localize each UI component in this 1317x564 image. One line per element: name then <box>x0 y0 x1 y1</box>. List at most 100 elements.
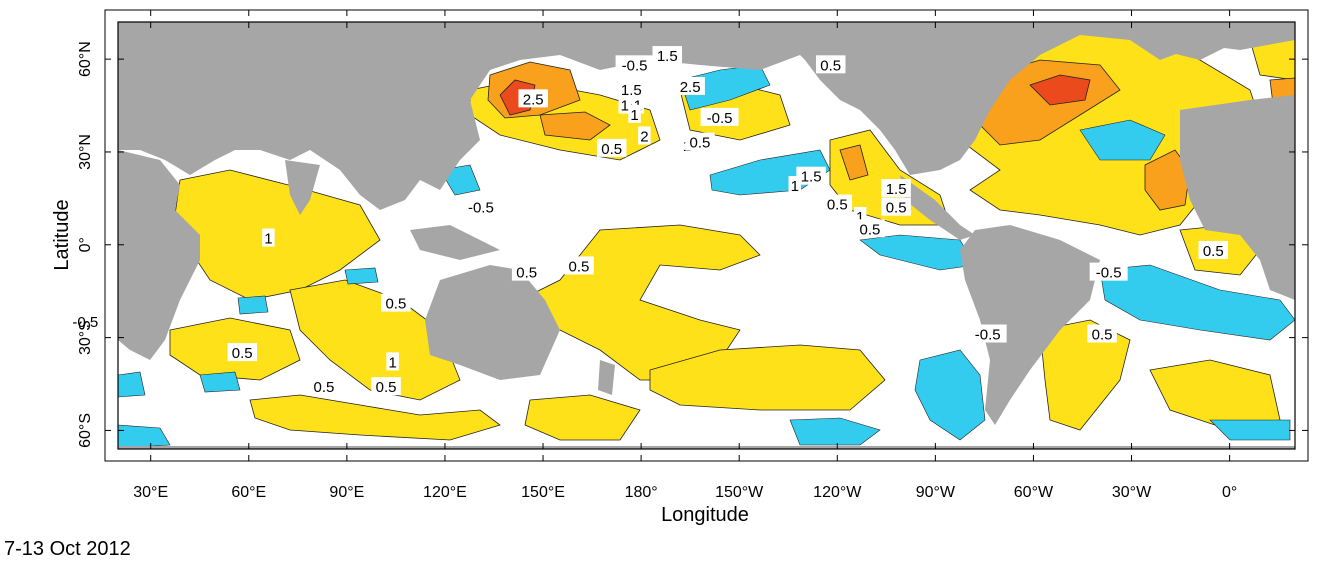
anomaly-patch <box>118 424 171 449</box>
anomaly-patch <box>118 371 146 398</box>
x-tick-label: 120°W <box>813 484 862 501</box>
anomaly-patch <box>649 344 886 411</box>
contour-label: 1.5 <box>652 46 683 65</box>
contour-label: 1 <box>618 95 632 115</box>
land-india <box>285 160 320 215</box>
land-africa <box>118 150 200 360</box>
contour-label-bg <box>628 104 641 123</box>
contour-label-text: 1 <box>791 178 799 195</box>
contour-label-text: 0.5 <box>232 345 253 362</box>
y-tick-label: 60°N <box>77 41 94 77</box>
x-tick-label: 90°E <box>329 484 364 501</box>
contour-label-bg <box>227 343 257 362</box>
x-tick-label: 120°E <box>423 484 467 501</box>
contour-label-text: -0.5 <box>975 327 1001 344</box>
contour-label-bg <box>461 197 500 216</box>
contour-label-text: 2.5 <box>680 79 701 96</box>
contour-label-bg <box>968 324 1007 343</box>
anomaly-patch <box>1079 119 1166 161</box>
contour-label-text: 0.5 <box>1203 243 1224 260</box>
x-tick-label: 150°W <box>715 484 764 501</box>
contour-label-text: 0.5 <box>827 197 848 214</box>
contour-label: 1.5 <box>796 166 826 186</box>
contour-label: 0.5 <box>564 256 594 275</box>
contour-label: 0.5 <box>685 132 715 152</box>
contour-label-bg <box>66 312 105 331</box>
contour-label-text: 0.5 <box>860 221 881 238</box>
contour-label-bg <box>618 95 632 114</box>
outer-frame <box>104 9 1309 462</box>
contour-label: 0.5 <box>1198 240 1229 260</box>
x-tick-label: 0° <box>1222 484 1237 501</box>
anomaly-patch <box>237 295 269 315</box>
contour-label: 0.5 <box>227 343 257 362</box>
anomaly-patch <box>914 349 986 441</box>
contour-label: 1 <box>628 104 641 124</box>
contour-label-bg <box>511 262 542 281</box>
land-new-zealand <box>598 360 615 395</box>
contour-label-text: 0.5 <box>690 135 711 152</box>
contour-label-bg <box>262 228 275 247</box>
contour-label: 2.5 <box>675 76 705 96</box>
y-tick-label: 0° <box>77 237 94 252</box>
contour-label-bg <box>815 55 846 74</box>
contour-label-text: 1.5 <box>801 169 822 186</box>
contour-label-bg <box>788 175 802 194</box>
contour-label: -0.5 <box>615 55 654 74</box>
contour-label-bg <box>1198 240 1229 259</box>
contour-label: 2 <box>638 126 651 145</box>
anomaly-patch <box>1039 319 1131 431</box>
contour-label-text: 1 <box>621 98 629 115</box>
anomaly-patch <box>344 267 379 285</box>
anomaly-patch <box>249 394 501 441</box>
anomaly-patch <box>539 111 611 141</box>
x-tick-label: 90°W <box>916 484 956 501</box>
y-tick-label: 60°S <box>77 413 94 448</box>
anomaly-patch <box>1099 264 1295 341</box>
x-tick-label: 180° <box>625 484 658 501</box>
anomaly-patch <box>1144 149 1191 211</box>
contour-label-text: 0.5 <box>385 296 406 313</box>
contour-label-bg <box>615 55 654 74</box>
land-north-america <box>790 22 1295 175</box>
contour-label-text: 1 <box>856 209 864 226</box>
x-tick-label: 60°E <box>231 484 266 501</box>
contour-label-bg <box>796 166 826 185</box>
contour-label-text: 2.5 <box>523 91 544 108</box>
contour-label-text: 0.5 <box>376 379 397 396</box>
contour-label: 0.5 <box>855 219 885 238</box>
y-tick-labels: 60°N 30°N 0° 30°S 60°S <box>77 41 94 448</box>
land-layer <box>118 22 1295 449</box>
anomaly-patch <box>1029 74 1091 106</box>
contour-label-text: -0.5 <box>468 200 494 217</box>
contour-label-bg <box>855 219 885 238</box>
date-caption: 7-13 Oct 2012 <box>4 538 131 560</box>
contour-label-bg <box>675 76 705 95</box>
contour-label: -0.5 <box>968 324 1007 344</box>
contour-label-text: 1 <box>388 354 396 371</box>
contour-label: -0.5 <box>66 312 105 331</box>
contour-label-bg <box>309 377 339 396</box>
x-tick-label: 60°W <box>1014 484 1054 501</box>
contour-label-text: 0.5 <box>569 258 590 275</box>
contour-label: 1 <box>788 175 802 195</box>
contour-label: 0.5 <box>511 262 542 282</box>
x-tick-label: 150°E <box>521 484 565 501</box>
contour-label-bg <box>564 256 594 275</box>
contour-label-bg <box>386 352 399 371</box>
contour-label: 2.5 <box>518 89 548 108</box>
contour-label-bg <box>822 194 853 213</box>
map-panel <box>118 22 1295 449</box>
contour-label-text: 1 <box>630 107 638 124</box>
anomaly-patch <box>199 371 241 393</box>
contour-label-text: -0.5 <box>622 57 648 74</box>
contour-label: -0.5 <box>1089 262 1128 282</box>
contour-label-bg <box>596 138 627 157</box>
contour-label-bg <box>685 132 715 151</box>
contour-label-bg <box>1087 324 1117 343</box>
contour-label: 0.5 <box>815 55 846 74</box>
anomaly-patch <box>679 64 771 111</box>
y-axis-title: Latitude <box>51 199 73 270</box>
land-south-america <box>960 225 1100 425</box>
